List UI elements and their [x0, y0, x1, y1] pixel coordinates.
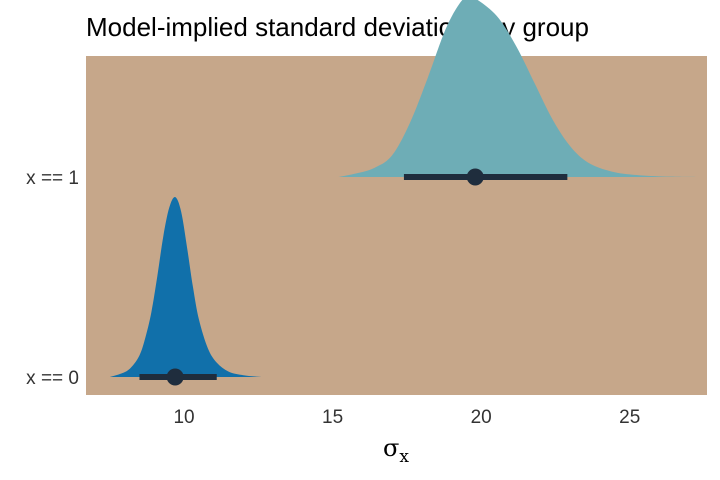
chart-marks — [109, 0, 702, 386]
x-tick-label-1: 15 — [322, 407, 343, 428]
y-tick-label-1: x == 1 — [26, 168, 79, 189]
x-axis-label-subscript: x — [399, 447, 409, 467]
density-group-1 — [338, 0, 702, 177]
x-tick-label-3: 25 — [619, 407, 640, 428]
x-tick-label-2: 20 — [471, 407, 492, 428]
x-tick-label-0: 10 — [173, 407, 194, 428]
y-tick-label-0: x == 0 — [26, 368, 79, 389]
x-axis-label-symbol: σ — [383, 434, 399, 462]
chart-title: Model-implied standard deviations by gro… — [86, 12, 589, 42]
y-axis: x == 0 x == 1 — [26, 168, 79, 389]
density-group-0 — [109, 196, 262, 377]
point-group-1 — [466, 168, 484, 186]
x-axis-label: σx — [383, 434, 409, 467]
point-group-0 — [166, 368, 184, 386]
x-axis: 10 15 20 25 — [173, 407, 640, 428]
